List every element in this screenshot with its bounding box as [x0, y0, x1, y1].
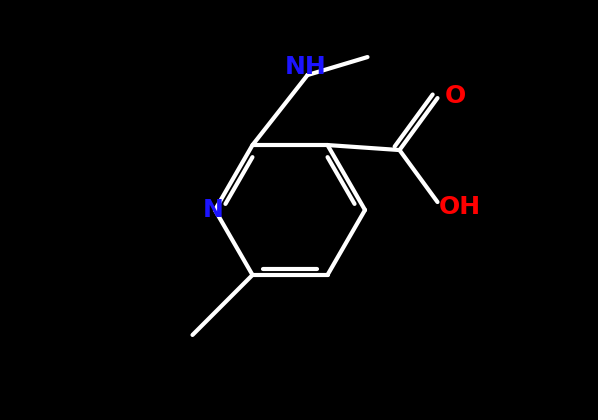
Text: NH: NH [285, 55, 327, 79]
Text: O: O [445, 84, 466, 108]
Text: OH: OH [438, 195, 481, 219]
Text: N: N [203, 198, 224, 222]
